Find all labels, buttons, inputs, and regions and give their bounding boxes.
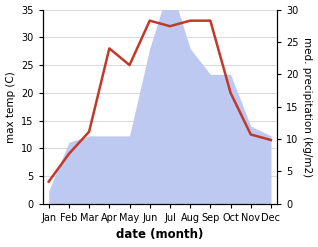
Y-axis label: med. precipitation (kg/m2): med. precipitation (kg/m2) [302, 37, 313, 177]
X-axis label: date (month): date (month) [116, 228, 204, 242]
Y-axis label: max temp (C): max temp (C) [5, 71, 16, 143]
